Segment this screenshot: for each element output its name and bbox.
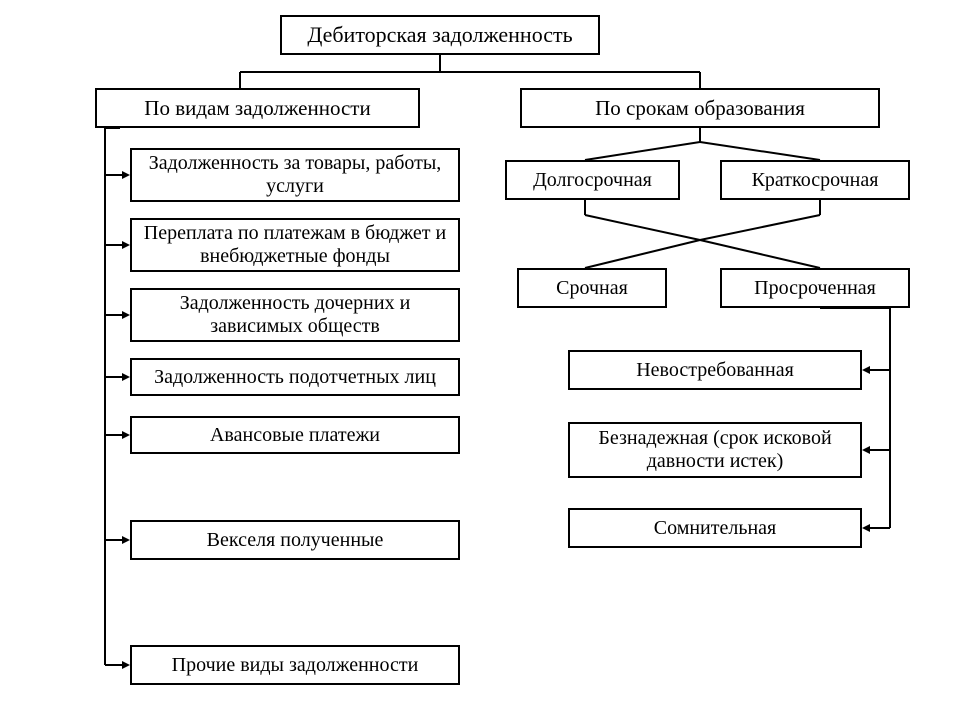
right-l2-left: Срочная xyxy=(517,268,667,308)
left-item-1: Переплата по платежам в бюджет и внебюдж… xyxy=(130,218,460,272)
left-item-0-label: Задолженность за товары, работы, услуги xyxy=(138,152,452,198)
left-item-4: Авансовые платежи xyxy=(130,416,460,454)
left-item-5-label: Векселя полученные xyxy=(207,529,384,552)
right-expired-2: Сомнительная xyxy=(568,508,862,548)
left-item-6: Прочие виды задолженности xyxy=(130,645,460,685)
right-expired-0: Невостребованная xyxy=(568,350,862,390)
right-l1-left: Долгосрочная xyxy=(505,160,680,200)
diagram-canvas: Дебиторская задолженность По видам задол… xyxy=(0,0,960,720)
right-expired-1: Безнадежная (срок исковой давности истек… xyxy=(568,422,862,478)
right-expired-1-label: Безнадежная (срок исковой давности истек… xyxy=(576,427,854,473)
left-item-2-label: Задолженность дочерних и зависимых общес… xyxy=(138,292,452,338)
left-item-4-label: Авансовые платежи xyxy=(210,424,380,447)
left-item-5: Векселя полученные xyxy=(130,520,460,560)
root-node: Дебиторская задолженность xyxy=(280,15,600,55)
left-item-0: Задолженность за товары, работы, услуги xyxy=(130,148,460,202)
branch-right: По срокам образования xyxy=(520,88,880,128)
right-l2-right-label: Просроченная xyxy=(754,277,876,300)
right-expired-2-label: Сомнительная xyxy=(654,517,777,540)
left-item-3-label: Задолженность подотчетных лиц xyxy=(154,366,436,389)
right-l2-left-label: Срочная xyxy=(556,277,628,300)
right-l1-right: Краткосрочная xyxy=(720,160,910,200)
right-l1-right-label: Краткосрочная xyxy=(752,169,879,192)
right-expired-0-label: Невостребованная xyxy=(636,359,794,382)
left-item-3: Задолженность подотчетных лиц xyxy=(130,358,460,396)
right-l1-left-label: Долгосрочная xyxy=(533,169,652,192)
left-item-6-label: Прочие виды задолженности xyxy=(172,654,419,677)
left-item-2: Задолженность дочерних и зависимых общес… xyxy=(130,288,460,342)
branch-left-label: По видам задолженности xyxy=(144,96,370,120)
left-item-1-label: Переплата по платежам в бюджет и внебюдж… xyxy=(138,222,452,268)
branch-left: По видам задолженности xyxy=(95,88,420,128)
root-label: Дебиторская задолженность xyxy=(307,22,572,47)
right-l2-right: Просроченная xyxy=(720,268,910,308)
branch-right-label: По срокам образования xyxy=(595,96,805,120)
